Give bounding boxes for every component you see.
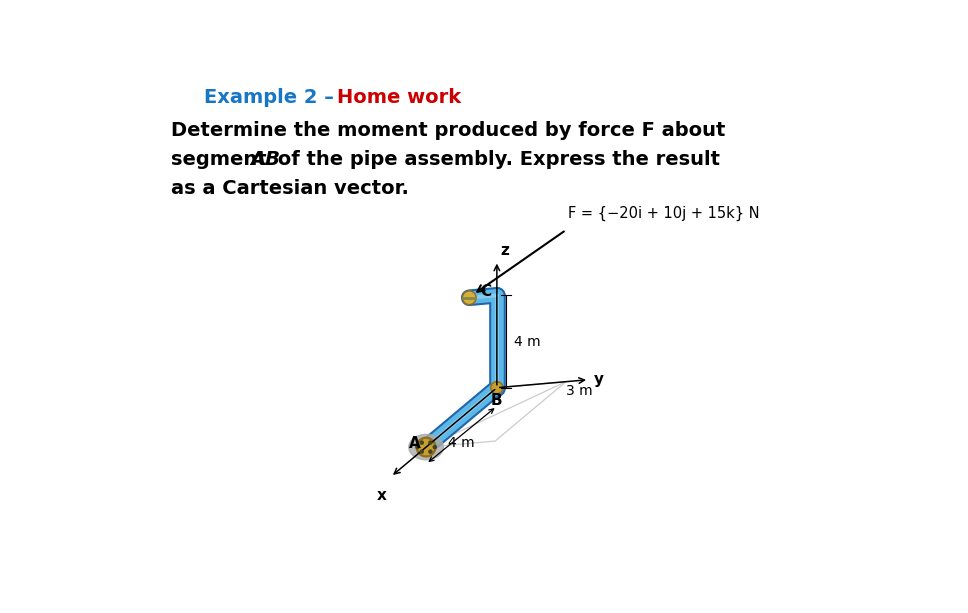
Text: B: B	[491, 393, 502, 408]
Circle shape	[429, 450, 432, 453]
Text: Example 2 –: Example 2 –	[204, 88, 341, 107]
Circle shape	[463, 291, 476, 305]
Text: F = {−20i + 10j + 15k} N: F = {−20i + 10j + 15k} N	[568, 205, 760, 221]
Circle shape	[418, 440, 434, 455]
Circle shape	[493, 383, 501, 392]
Circle shape	[434, 446, 437, 449]
Text: x: x	[377, 489, 387, 503]
Ellipse shape	[408, 435, 443, 460]
Text: C: C	[480, 284, 491, 299]
Circle shape	[416, 437, 436, 457]
Circle shape	[420, 441, 423, 444]
Text: Determine the moment produced by force F about: Determine the moment produced by force F…	[171, 121, 726, 140]
Text: y: y	[593, 372, 603, 387]
Text: 3 m: 3 m	[566, 384, 592, 398]
Text: as a Cartesian vector.: as a Cartesian vector.	[171, 179, 409, 198]
Text: 4 m: 4 m	[514, 335, 540, 349]
Text: A: A	[409, 436, 421, 451]
Text: Home work: Home work	[337, 88, 461, 107]
Circle shape	[491, 381, 503, 394]
Text: AB: AB	[251, 150, 281, 169]
Text: 4 m: 4 m	[448, 436, 474, 450]
Circle shape	[429, 441, 432, 444]
Text: of the pipe assembly. Express the result: of the pipe assembly. Express the result	[271, 150, 720, 169]
Text: segment: segment	[171, 150, 274, 169]
Circle shape	[416, 446, 419, 449]
Circle shape	[420, 450, 423, 453]
Circle shape	[464, 292, 474, 303]
Text: z: z	[499, 243, 509, 257]
